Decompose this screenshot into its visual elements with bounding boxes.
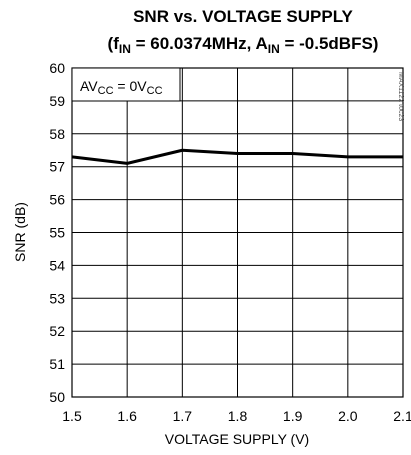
y-tick-label: 59 [49,93,65,109]
y-tick-label: 60 [49,60,65,76]
y-tick-label: 51 [49,356,65,372]
y-tick-label: 54 [49,257,65,273]
grid-lines [72,68,403,397]
x-tick-labels: 1.5 1.6 1.7 1.8 1.9 2.0 2.1 [62,408,411,424]
plot-frame [71,67,404,398]
series-line [71,148,403,165]
x-tick-label: 2.0 [338,408,358,424]
y-tick-label: 57 [49,159,65,175]
annotation-text: AVCC = 0VCC [80,78,163,97]
y-tick-label: 55 [49,225,65,241]
y-tick-label: 52 [49,323,65,339]
chart-subtitle: (fIN = 60.0374MHz, AIN = -0.5dBFS) [108,34,379,56]
chart-watermark: MAX1122 toc23 [397,72,404,121]
y-tick-label: 58 [49,126,65,142]
x-tick-label: 1.8 [228,408,248,424]
x-axis-label: VOLTAGE SUPPLY (V) [165,431,309,447]
y-tick-label: 50 [49,389,65,405]
x-tick-label: 2.1 [393,408,411,424]
y-tick-labels: 50 51 52 53 54 55 56 57 58 59 60 [49,60,65,405]
x-tick-label: 1.9 [283,408,303,424]
y-tick-label: 53 [49,290,65,306]
x-tick-label: 1.7 [173,408,193,424]
x-tick-label: 1.6 [117,408,137,424]
x-tick-label: 1.5 [62,408,82,424]
chart-title: SNR vs. VOLTAGE SUPPLY [133,7,353,26]
annotation-box [71,67,181,102]
y-tick-label: 56 [49,192,65,208]
y-axis-label: SNR (dB) [12,202,28,262]
